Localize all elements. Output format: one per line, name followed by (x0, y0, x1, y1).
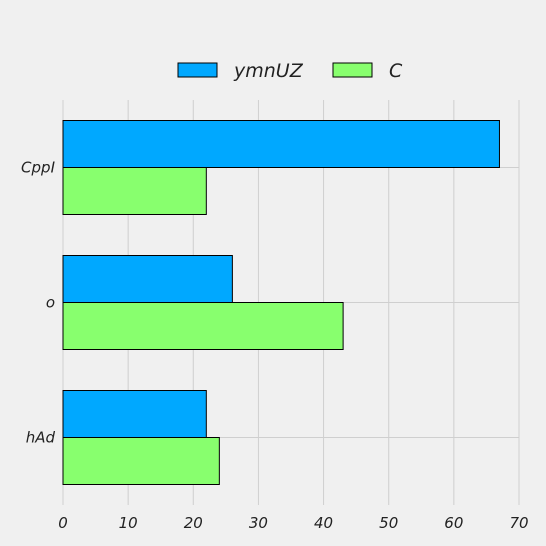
x-tick-label: 0 (58, 514, 68, 532)
x-tick-label: 50 (379, 514, 398, 532)
bar-ymnUZ-hAd (62, 390, 207, 438)
legend-label: ymnUZ (233, 60, 304, 82)
y-axis-ticks: CppI o hAd (21, 159, 56, 447)
x-tick-label: 30 (249, 514, 268, 532)
bar-ymnUZ-CppI (62, 120, 500, 168)
x-tick-label: 40 (314, 514, 333, 532)
x-tick-label: 70 (509, 514, 528, 532)
x-tick-label: 10 (119, 514, 138, 532)
x-tick-label: 20 (184, 514, 203, 532)
x-axis-ticks: 0 10 20 30 40 50 60 70 (58, 514, 528, 532)
y-tick-label: CppI (21, 159, 56, 177)
bar-C-o (62, 302, 344, 350)
x-tick-label: 60 (444, 514, 463, 532)
bar-C-hAd (62, 437, 220, 485)
bar-ymnUZ-o (62, 255, 233, 303)
legend: ymnUZ C (177, 60, 403, 82)
legend-swatch (177, 62, 218, 78)
legend-swatch (332, 62, 373, 78)
legend-label: C (389, 60, 403, 82)
y-tick-label: hAd (26, 429, 56, 447)
bars (62, 120, 500, 485)
y-tick-label: o (46, 294, 55, 312)
bar-C-CppI (62, 167, 207, 215)
